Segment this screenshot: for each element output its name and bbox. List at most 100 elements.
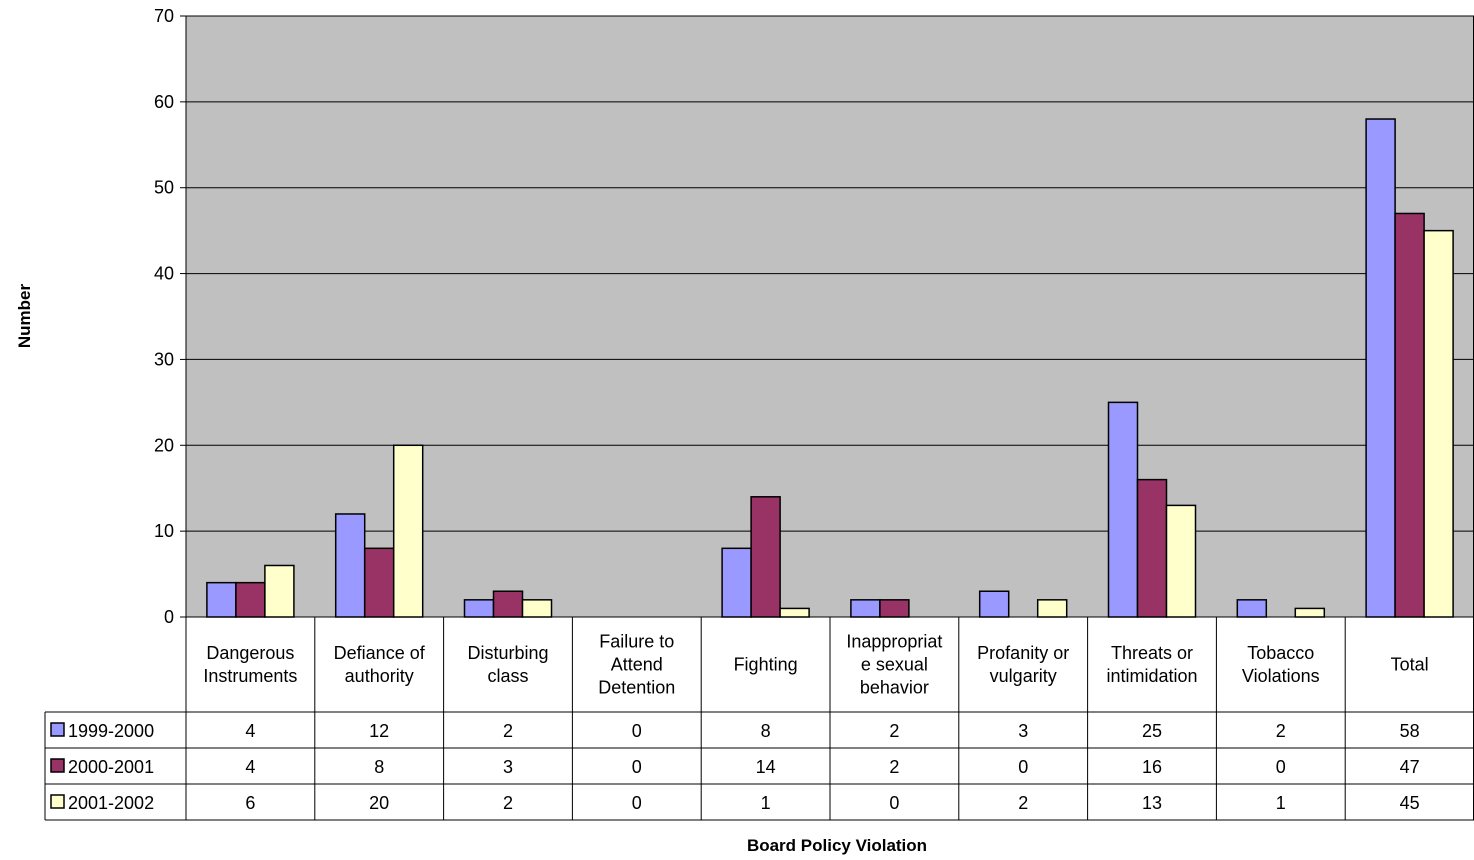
category-label: Fighting [734, 655, 798, 675]
bar [1394, 212, 1425, 618]
table-cell: 1 [761, 793, 771, 813]
table-cell: 20 [369, 793, 389, 813]
bar [978, 590, 1010, 618]
category-label-line: vulgarity [990, 666, 1057, 686]
legend-swatch [50, 794, 65, 809]
legend-label: 2001-2002 [68, 793, 154, 813]
y-tick-label: 50 [154, 178, 174, 198]
category-label: Tobacco Violations [1242, 643, 1320, 686]
bar [206, 581, 237, 618]
category-label: Total [1391, 655, 1429, 675]
table-cell: 0 [889, 793, 899, 813]
bar [721, 547, 752, 618]
bar [334, 513, 366, 618]
table-cell: 8 [374, 757, 384, 777]
table-cell: 16 [1142, 757, 1162, 777]
y-tick-label: 70 [154, 6, 174, 26]
bar [492, 590, 524, 618]
bar [850, 599, 881, 618]
category-label: Dangerous Instruments [203, 643, 297, 686]
table-cell: 2 [1018, 793, 1028, 813]
bar [392, 444, 424, 618]
table-cell: 13 [1142, 793, 1162, 813]
plot-area [185, 15, 1474, 618]
table-cell: 0 [632, 793, 642, 813]
category-label-line: Profanity or [977, 643, 1069, 663]
bar [463, 599, 495, 618]
category-label: Defiance of authority [334, 643, 426, 686]
y-tick-label: 10 [154, 521, 174, 541]
y-tick-label: 0 [164, 607, 174, 627]
category-label-line: Failure to [599, 632, 674, 652]
category-label-line: Disturbing [467, 643, 548, 663]
category-label: Failure to Attend Detention [598, 632, 675, 698]
category-label-line: Violations [1242, 666, 1320, 686]
category-label-line: intimidation [1106, 666, 1197, 686]
legend-swatch [50, 758, 65, 773]
bar [264, 564, 295, 618]
category-label: Profanity or vulgarity [977, 643, 1069, 686]
y-tick-label: 20 [154, 435, 174, 455]
category-label-line: Dangerous [206, 643, 294, 663]
table-cell: 6 [245, 793, 255, 813]
bar [1107, 401, 1139, 618]
bar [521, 599, 553, 618]
table-cell: 25 [1142, 721, 1162, 741]
y-tick-label: 60 [154, 92, 174, 112]
table-cell: 45 [1400, 793, 1420, 813]
bar [1294, 607, 1326, 618]
category-label-line: e sexual [861, 655, 928, 675]
table-cell: 3 [1018, 721, 1028, 741]
category-label-line: Detention [598, 678, 675, 698]
bar [1036, 599, 1068, 618]
bar [1165, 504, 1197, 618]
table-cell: 2 [1276, 721, 1286, 741]
bar [779, 607, 810, 618]
table-cell: 1 [1276, 793, 1286, 813]
table-cell: 0 [632, 757, 642, 777]
table-cell: 3 [503, 757, 513, 777]
category-label-line: class [487, 666, 528, 686]
bar [363, 547, 395, 618]
legend-swatch [50, 722, 65, 737]
category-label-line: Attend [611, 655, 663, 675]
category-label-line: Threats or [1111, 643, 1193, 663]
table-cell: 2 [889, 721, 899, 741]
bar [1136, 478, 1168, 618]
y-tick-label: 40 [154, 264, 174, 284]
bar [1365, 118, 1396, 618]
bar [1423, 229, 1454, 618]
table-cell: 2 [889, 757, 899, 777]
bar [235, 581, 266, 618]
table-cell: 12 [369, 721, 389, 741]
bar [879, 599, 910, 618]
table-cell: 14 [756, 757, 776, 777]
table-cell: 4 [245, 757, 255, 777]
bar [750, 496, 781, 618]
table-cell: 0 [1018, 757, 1028, 777]
category-label: Threats or intimidation [1106, 643, 1197, 686]
y-axis-title: Number [15, 284, 34, 349]
category-label-line: behavior [860, 678, 929, 698]
category-label-line: Total [1391, 655, 1429, 675]
category-label-line: Fighting [734, 655, 798, 675]
category-label: Disturbing class [467, 643, 548, 686]
data-table: Dangerous Instruments Defiance of authority… [44, 16, 1474, 821]
legend-label: 1999-2000 [68, 721, 154, 741]
x-axis-title: Board Policy Violation [747, 836, 927, 855]
category-label-line: Inappropriat [846, 632, 942, 652]
bar [1236, 599, 1268, 618]
table-cell: 0 [1276, 757, 1286, 777]
table-cell: 8 [761, 721, 771, 741]
table-cell: 58 [1400, 721, 1420, 741]
category-label-line: Defiance of [334, 643, 426, 663]
table-cell: 2 [503, 721, 513, 741]
y-axis: 0 10 20 30 40 50 60 70 [154, 6, 187, 627]
category-label-line: Instruments [203, 666, 297, 686]
table-cell: 47 [1400, 757, 1420, 777]
category-label-line: Tobacco [1247, 643, 1314, 663]
table-cell: 0 [632, 721, 642, 741]
table-cell: 4 [245, 721, 255, 741]
category-label-line: authority [345, 666, 414, 686]
